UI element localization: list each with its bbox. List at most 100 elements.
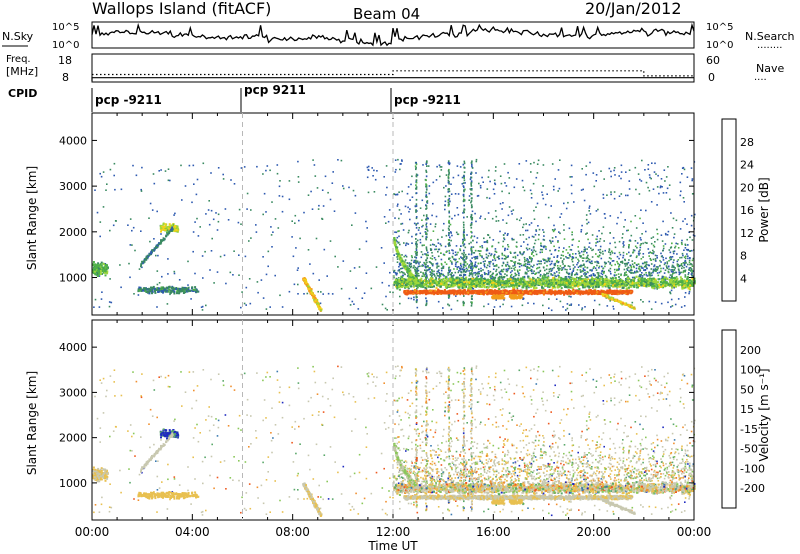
power-echo-cell bbox=[570, 184, 573, 187]
power-echo-cell bbox=[215, 212, 217, 214]
power-echo-cell bbox=[609, 215, 612, 217]
power-echo-cell bbox=[548, 258, 551, 260]
power-echo-cell bbox=[429, 257, 432, 259]
power-echo-cell bbox=[662, 267, 665, 270]
power-echo-cell bbox=[452, 274, 455, 277]
power-echo-cell bbox=[690, 224, 693, 227]
power-echo-cell bbox=[454, 265, 457, 267]
power-echo-cell bbox=[202, 277, 204, 279]
power-echo-cell bbox=[148, 217, 150, 219]
power-echo-cell bbox=[639, 252, 641, 255]
power-echo-cell bbox=[383, 262, 385, 264]
power-echo-cell bbox=[427, 269, 430, 271]
power-echo-cell bbox=[624, 279, 627, 282]
power-echo-cell bbox=[563, 258, 565, 260]
power-echo-cell bbox=[645, 181, 648, 184]
power-echo-cell bbox=[615, 274, 618, 276]
power-echo-cell bbox=[483, 237, 485, 240]
power-echo-cell bbox=[437, 255, 440, 258]
power-echo-cell bbox=[211, 237, 213, 240]
power-echo-cell bbox=[425, 162, 428, 164]
power-echo-cell bbox=[664, 269, 667, 271]
power-echo-cell bbox=[250, 237, 252, 239]
power-echo-cell bbox=[444, 261, 446, 264]
power-echo-cell bbox=[503, 163, 506, 165]
power-echo-cell bbox=[340, 159, 343, 162]
power-echo-cell bbox=[610, 264, 613, 267]
power-echo-cell bbox=[396, 205, 399, 207]
power-echo-cell bbox=[425, 275, 428, 278]
power-echo-cell bbox=[498, 255, 500, 257]
power-echo-cell bbox=[464, 274, 467, 276]
power-echo-cell bbox=[386, 186, 388, 189]
power-echo-cell bbox=[470, 247, 473, 250]
power-echo-cell bbox=[548, 307, 550, 309]
power-echo-cell bbox=[425, 246, 428, 249]
power-echo-cell bbox=[494, 250, 497, 253]
power-echo-cell bbox=[462, 200, 465, 203]
power-echo-cell bbox=[531, 235, 534, 238]
power-echo-cell bbox=[438, 271, 440, 274]
power-echo-cell bbox=[597, 255, 600, 258]
power-echo-cell bbox=[425, 279, 427, 281]
power-echo-cell bbox=[419, 232, 422, 235]
power-echo-cell bbox=[579, 265, 581, 267]
power-echo-cell bbox=[462, 278, 465, 280]
power-echo-cell bbox=[513, 186, 516, 189]
power-echo-cell bbox=[647, 164, 650, 166]
power-echo-cell bbox=[288, 290, 291, 293]
power-echo-cell bbox=[499, 175, 502, 177]
power-echo-cell bbox=[480, 276, 482, 278]
power-echo-cell bbox=[462, 185, 465, 187]
power-echo-cell bbox=[555, 275, 558, 278]
power-echo-cell bbox=[454, 214, 456, 217]
power-echo-cell bbox=[101, 291, 103, 293]
power-echo-cell bbox=[656, 238, 659, 241]
power-echo-cell bbox=[571, 260, 574, 263]
power-echo-cell bbox=[409, 199, 411, 201]
power-echo-cell bbox=[640, 274, 642, 276]
power-echo-cell bbox=[588, 275, 591, 277]
power-echo-cell bbox=[435, 263, 438, 265]
power-echo-cell bbox=[618, 268, 620, 270]
power-echo-cell bbox=[429, 223, 432, 225]
power-echo-cell bbox=[568, 304, 571, 306]
power-echo-cell bbox=[437, 248, 440, 251]
power-echo-cell bbox=[416, 245, 418, 248]
power-echo-cell bbox=[506, 269, 509, 272]
power-echo-cell bbox=[447, 188, 449, 191]
power-echo-cell bbox=[532, 251, 534, 253]
power-echo-cell bbox=[479, 186, 482, 189]
power-echo-cell bbox=[416, 273, 418, 276]
power-echo-cell bbox=[462, 182, 465, 184]
power-echo-cell bbox=[430, 275, 433, 278]
power-echo-cell bbox=[271, 201, 273, 203]
power-echo-cell bbox=[481, 176, 483, 179]
power-echo-cell bbox=[452, 252, 454, 255]
power-echo-cell bbox=[420, 271, 422, 273]
power-echo-cell bbox=[425, 214, 428, 216]
power-echo-cell bbox=[604, 274, 607, 277]
power-echo-cell bbox=[582, 253, 585, 256]
power-echo-cell bbox=[448, 266, 451, 269]
power-echo-cell bbox=[538, 260, 541, 263]
power-echo-cell bbox=[191, 201, 193, 204]
power-echo-cell bbox=[210, 250, 213, 252]
power-echo-cell bbox=[238, 274, 240, 276]
power-echo-cell bbox=[484, 218, 486, 220]
power-echo-cell bbox=[590, 275, 592, 277]
power-echo-cell bbox=[642, 301, 644, 303]
power-echo-cell bbox=[138, 268, 141, 270]
power-echo-cell bbox=[530, 197, 533, 199]
power-echo-cell bbox=[575, 272, 578, 274]
power-echo-cell bbox=[600, 257, 603, 260]
power-echo-cell bbox=[270, 226, 272, 228]
power-echo-cell bbox=[463, 259, 465, 261]
power-echo-cell bbox=[151, 209, 154, 211]
power-echo-cell bbox=[631, 260, 634, 262]
power-echo-cell bbox=[670, 269, 672, 271]
power-echo-cell bbox=[682, 254, 684, 257]
power-echo-cell bbox=[570, 304, 572, 306]
power-echo-cell bbox=[510, 267, 513, 270]
power-echo-cell bbox=[554, 249, 556, 252]
